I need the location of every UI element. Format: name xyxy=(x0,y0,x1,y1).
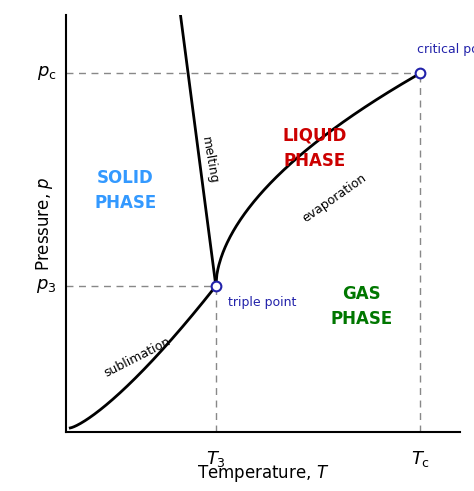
X-axis label: Temperature, $T$: Temperature, $T$ xyxy=(197,463,329,484)
Y-axis label: Pressure, $p$: Pressure, $p$ xyxy=(34,176,55,271)
Text: melting: melting xyxy=(199,136,220,186)
Text: SOLID
PHASE: SOLID PHASE xyxy=(94,168,156,212)
Text: $T_3$: $T_3$ xyxy=(206,449,226,469)
Text: evaporation: evaporation xyxy=(300,171,368,225)
Text: triple point: triple point xyxy=(228,297,296,309)
Text: $p_\mathrm{c}$: $p_\mathrm{c}$ xyxy=(37,64,56,82)
Text: sublimation: sublimation xyxy=(102,334,173,380)
Text: $T_\mathrm{c}$: $T_\mathrm{c}$ xyxy=(411,449,430,469)
Text: GAS
PHASE: GAS PHASE xyxy=(330,285,392,328)
Text: critical point: critical point xyxy=(417,44,474,56)
Text: $p_3$: $p_3$ xyxy=(36,277,56,295)
Text: LIQUID
PHASE: LIQUID PHASE xyxy=(282,127,346,170)
